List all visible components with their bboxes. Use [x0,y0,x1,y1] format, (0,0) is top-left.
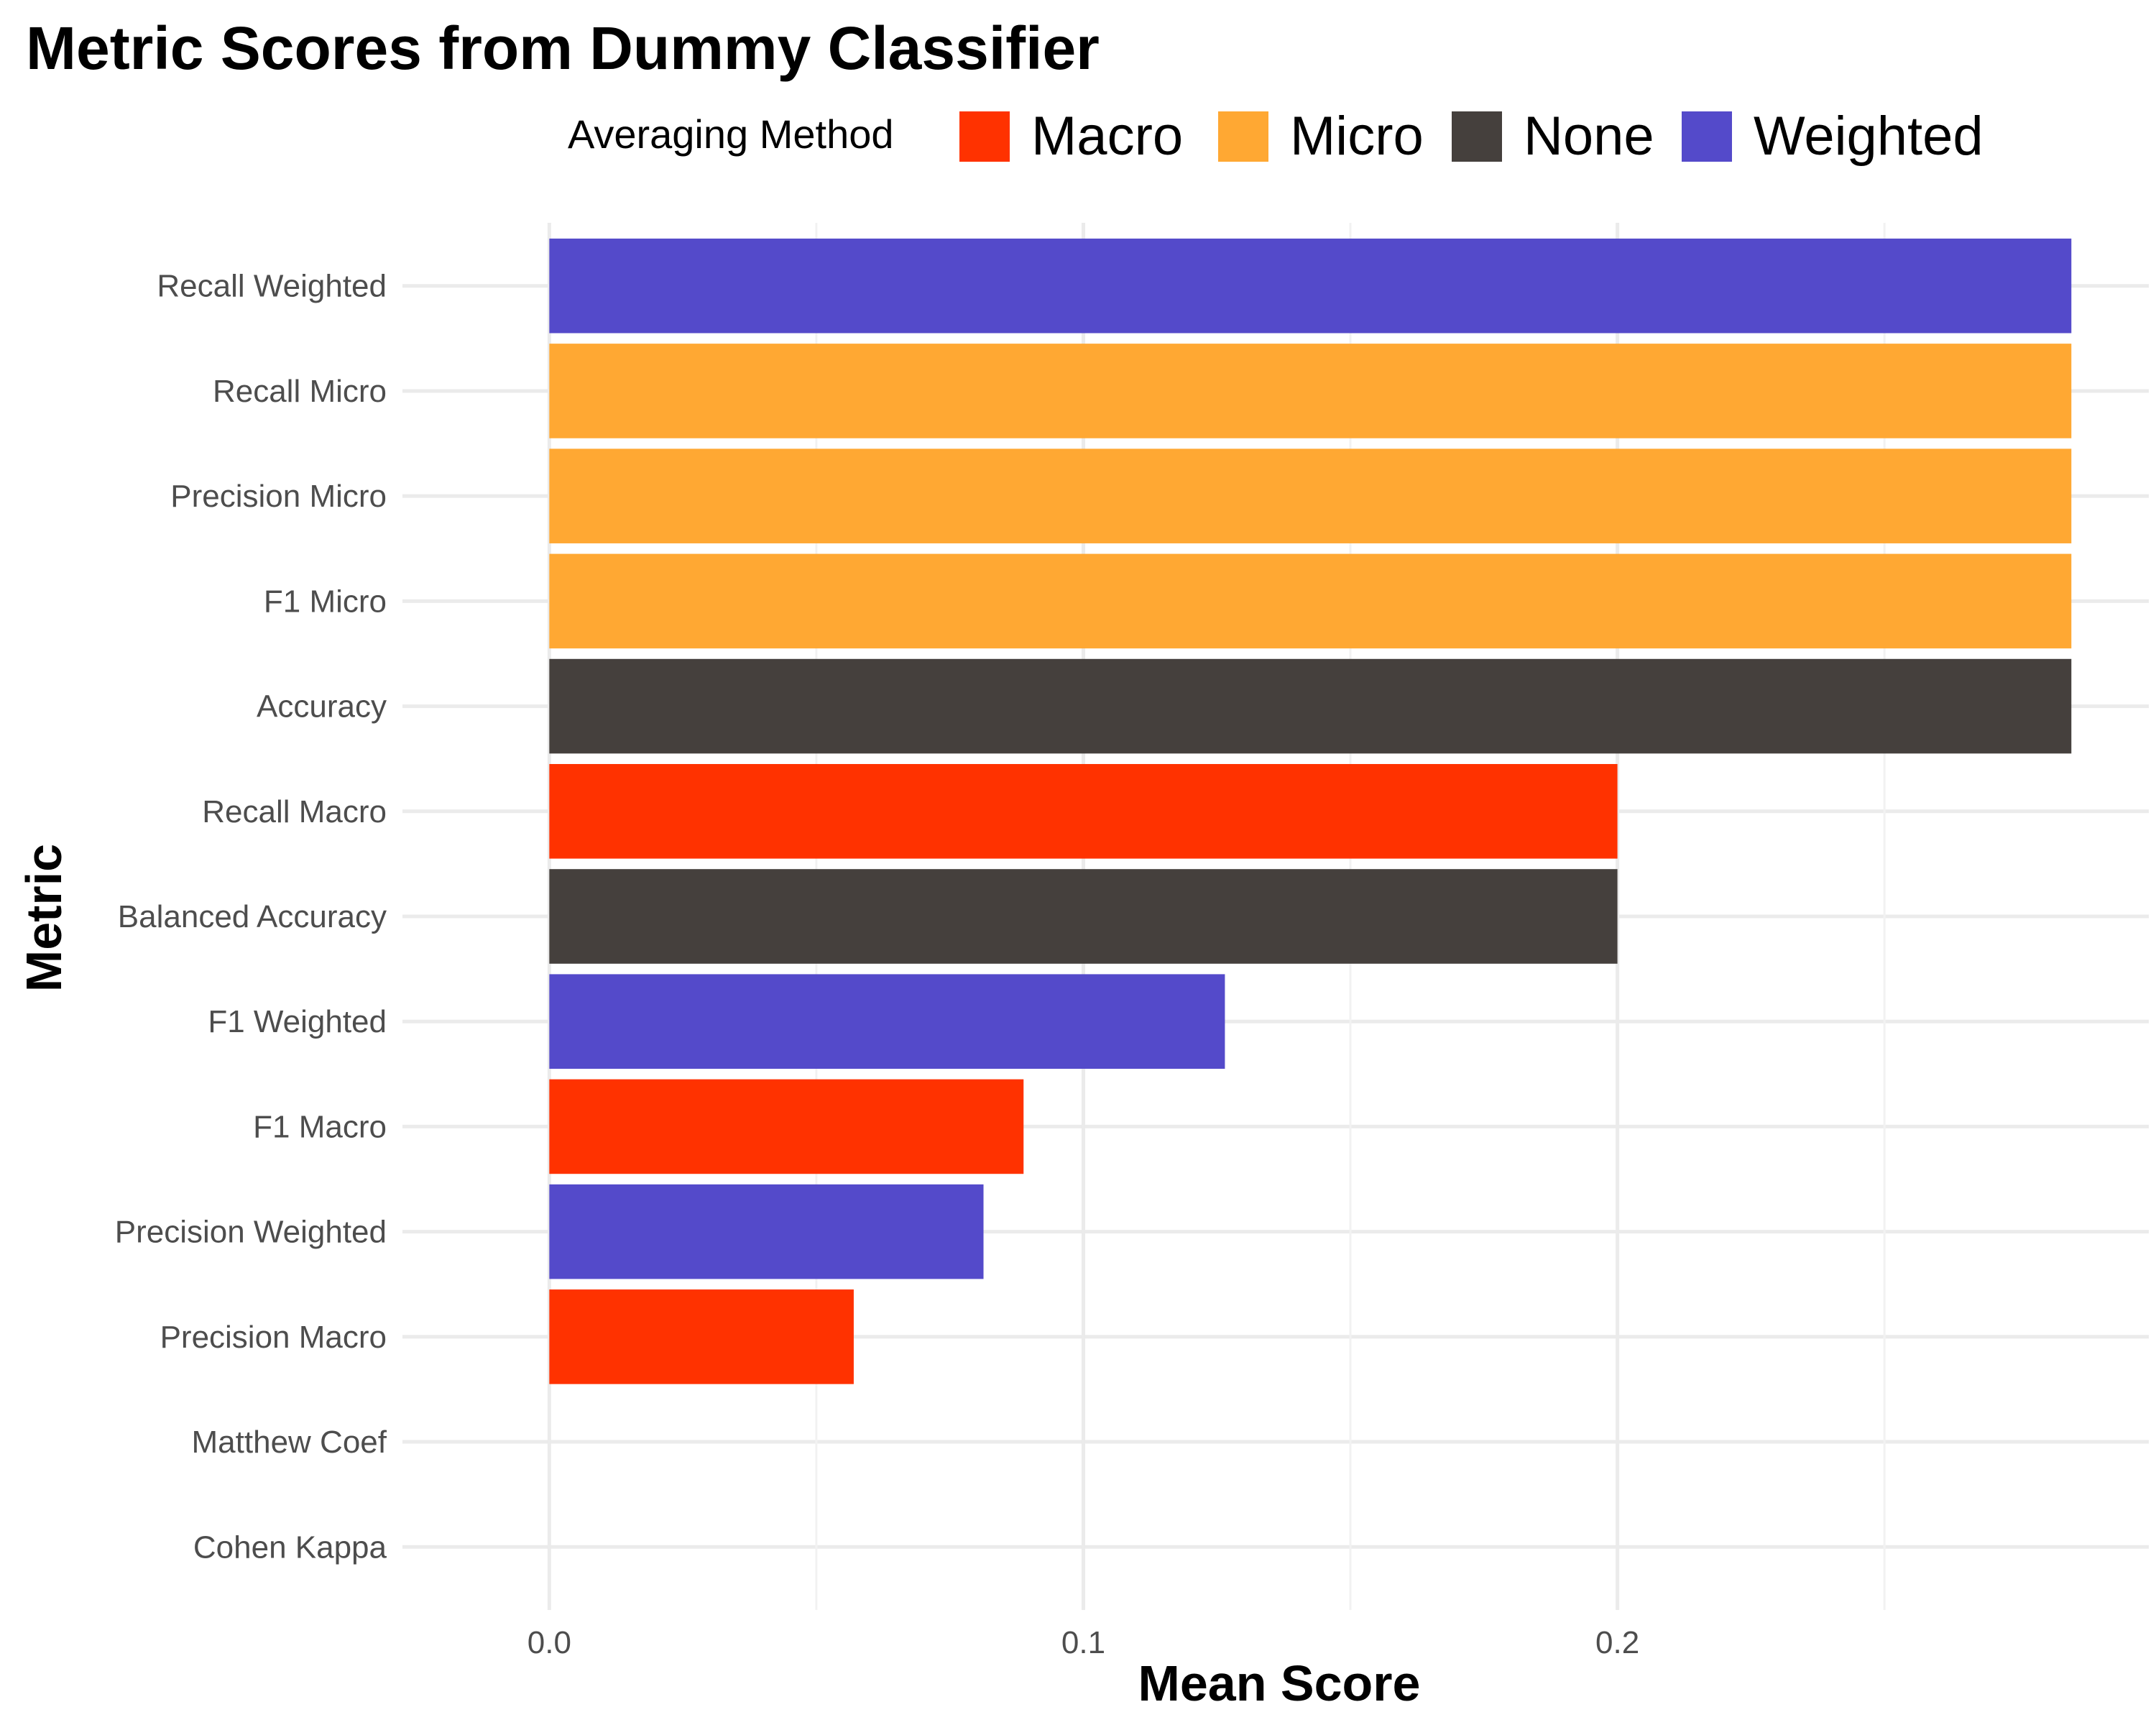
bar-precision-macro [549,1289,854,1384]
bar-f1-weighted [549,974,1225,1070]
y-tick-f1-weighted: F1 Weighted [208,1004,387,1039]
legend-label-weighted: Weighted [1754,106,1984,167]
legend-label-micro: Micro [1290,106,1424,167]
y-axis-title: Metric [16,844,72,992]
legend: Averaging Method Macro Micro None Weighted [568,106,1984,167]
y-tick-f1-macro: F1 Macro [253,1109,387,1144]
y-tick-precision-weighted: Precision Weighted [115,1215,387,1250]
legend-swatch-macro [959,111,1010,162]
bar-f1-macro [549,1079,1024,1174]
y-tick-precision-macro: Precision Macro [160,1320,387,1355]
bar-precision-weighted [549,1184,984,1279]
y-tick-recall-weighted: Recall Weighted [157,269,387,304]
bar-accuracy [549,658,2072,754]
bar-balanced-accuracy [549,869,1618,964]
x-tick-1: 0.1 [1061,1625,1105,1660]
bar-f1-micro [549,553,2072,649]
y-tick-accuracy: Accuracy [257,689,387,724]
y-tick-recall-micro: Recall Micro [213,374,387,409]
x-tick-2: 0.2 [1595,1625,1639,1660]
legend-swatch-micro [1218,111,1268,162]
legend-label-macro: Macro [1031,106,1183,167]
y-tick-cohen-kappa: Cohen Kappa [193,1530,387,1565]
y-tick-labels: Recall Weighted Recall Micro Precision Mic… [115,269,387,1565]
y-tick-precision-micro: Precision Micro [170,479,387,514]
legend-swatch-weighted [1682,111,1732,162]
y-tick-f1-micro: F1 Micro [264,584,387,619]
bar-precision-micro [549,448,2072,543]
bar-recall-micro [549,344,2072,438]
x-tick-labels: 0.0 0.1 0.2 [528,1625,1639,1660]
y-tick-matthew-coef: Matthew Coef [192,1425,387,1460]
y-tick-recall-macro: Recall Macro [202,794,387,829]
legend-title: Averaging Method [568,111,894,157]
bar-recall-weighted [549,238,2072,334]
bar-recall-macro [549,763,1618,859]
x-axis-title: Mean Score [1138,1655,1421,1711]
legend-swatch-none [1452,111,1502,162]
legend-label-none: None [1524,106,1654,167]
chart-title: Metric Scores from Dummy Classifier [26,14,1100,82]
bars [549,238,2072,1384]
x-tick-0: 0.0 [528,1625,571,1660]
y-tick-balanced-accuracy: Balanced Accuracy [118,899,387,934]
